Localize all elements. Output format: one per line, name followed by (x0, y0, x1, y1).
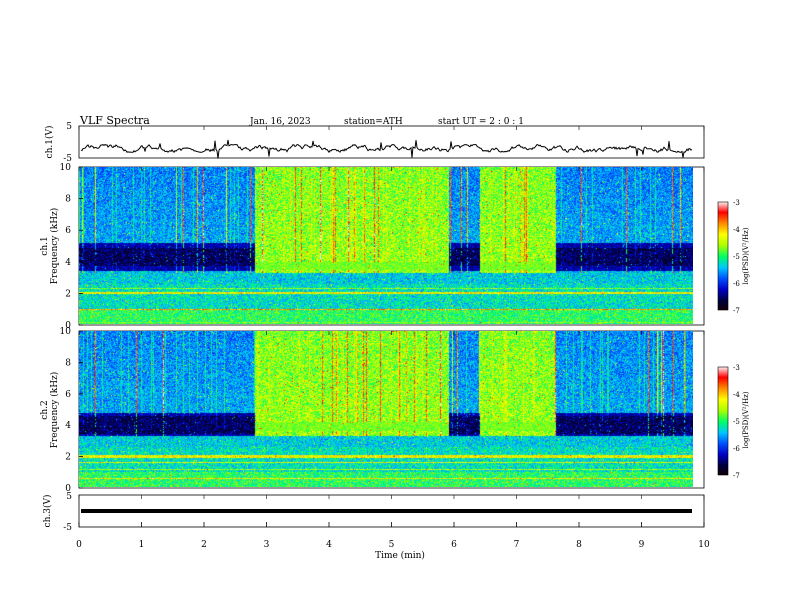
ch2-colorbar-label: log(PSD)(V²/Hz) (742, 391, 750, 448)
colorbar-tick-label: -4 (733, 226, 740, 234)
time-tick-label: 0 (76, 540, 82, 550)
ch1-colorbar (718, 202, 728, 310)
time-tick-label: 7 (514, 540, 520, 550)
ch2-spectrogram-ylabel-frequency: Frequency (kHz) (49, 372, 60, 449)
ch1-colorbar-label: log(PSD)(V²/Hz) (742, 227, 750, 284)
colorbar-tick-label: -3 (733, 199, 740, 207)
ch2-colorbar-ticks: -3 -4 -5 -6 -7 (733, 364, 740, 480)
colorbar-tick-label: -6 (733, 445, 740, 453)
ch1-spectrogram-yticks: 10 8 6 4 2 0 (60, 163, 83, 331)
colorbar-tick-label: -7 (733, 307, 740, 315)
time-tick-label: 1 (139, 540, 145, 550)
figure-title: VLF Spectra (79, 114, 150, 127)
ch2-colorbar (718, 367, 728, 475)
frequency-tick-label: 0 (65, 484, 71, 494)
ch1-spectrogram-ylabel-channel: ch.1 (40, 236, 50, 255)
frequency-tick-label: 10 (60, 163, 72, 173)
frequency-tick-label: 4 (65, 421, 71, 431)
time-tick-label: 9 (639, 540, 645, 550)
colorbar-tick-label: -7 (733, 472, 740, 480)
colorbar-tick-label: -5 (733, 418, 740, 426)
time-axis-ticks: 0 1 2 3 4 5 6 7 8 9 10 (76, 126, 710, 550)
time-tick-label: 8 (576, 540, 582, 550)
colorbar-tick-label: -6 (733, 280, 740, 288)
frequency-tick-label: 6 (65, 390, 71, 400)
ch1-waveform-frame (78, 125, 705, 159)
ch3-waveform-panel: 5 -5 ch.3(V) 0 1 2 3 4 5 6 7 8 9 10 Time (min) (42, 126, 710, 561)
time-tick-label: 5 (389, 540, 395, 550)
frequency-tick-label: 8 (65, 358, 71, 368)
time-tick-label: 2 (201, 540, 207, 550)
ch3-ytick-bottom: -5 (63, 523, 72, 533)
ch1-colorbar-ticks: -3 -4 -5 -6 -7 (733, 199, 740, 315)
frequency-tick-label: 2 (65, 289, 71, 299)
frequency-tick-label: 0 (65, 321, 71, 331)
ch1-ytick-bottom: -5 (63, 154, 72, 164)
station-label: station=ATH (344, 117, 403, 127)
ch2-spectrogram-ylabel-channel: ch.2 (40, 400, 50, 419)
frequency-tick-label: 8 (65, 195, 71, 205)
ch3-waveform-ylabel: ch.3(V) (42, 495, 53, 528)
time-tick-label: 10 (698, 540, 710, 550)
ch3-ytick-top: 5 (66, 492, 72, 502)
time-tick-label: 3 (264, 540, 270, 550)
ch2-spectrogram-yticks: 10 8 6 4 2 0 (60, 327, 83, 494)
frequency-tick-label: 6 (65, 226, 71, 236)
ch1-spectrogram-ylabel-frequency: Frequency (kHz) (49, 208, 60, 285)
ch1-ytick-top: 5 (66, 122, 72, 132)
ch1-waveform-line (80, 139, 693, 159)
colorbar-tick-label: -4 (733, 391, 740, 399)
time-tick-label: 6 (451, 540, 457, 550)
time-tick-label: 4 (326, 540, 332, 550)
frequency-tick-label: 4 (65, 258, 71, 268)
ch1-spectrogram-image (79, 167, 693, 324)
start-time-label: start UT = 2 : 0 : 1 (438, 117, 524, 127)
ch1-waveform-ylabel: ch.1(V) (44, 126, 55, 159)
frequency-tick-label: 2 (65, 453, 71, 463)
date-label: Jan. 16, 2023 (249, 117, 311, 127)
frequency-tick-label: 10 (60, 327, 72, 337)
ch2-spectrogram-image (79, 331, 693, 487)
ch1-waveform-panel: 5 -5 ch.1(V) (44, 122, 705, 164)
colorbar-tick-label: -3 (733, 364, 740, 372)
time-axis-label: Time (min) (375, 550, 425, 561)
colorbar-tick-label: -5 (733, 253, 740, 261)
